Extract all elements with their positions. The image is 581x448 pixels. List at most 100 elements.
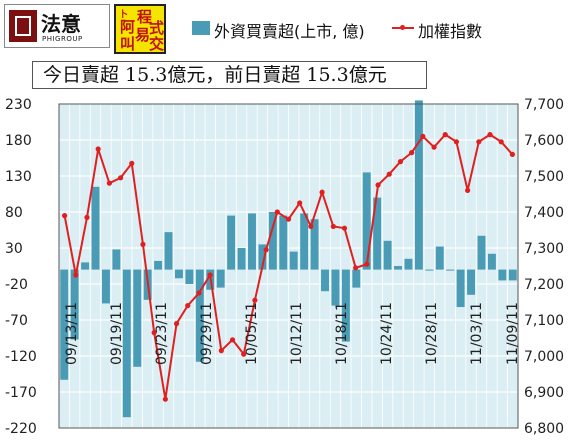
x-tick-label: 11/03/11	[469, 302, 485, 365]
bar-net-buy-sell	[446, 269, 455, 271]
index-point	[353, 265, 359, 271]
plot-area: 230 180 130 80 30 -20 -70 -120 -170 -220 7,700 7,60…	[5, 97, 564, 437]
legend-bar-label: 外資買賣超(上市, 億)	[214, 22, 365, 41]
index-point	[185, 303, 191, 309]
x-tick-label: 09/13/11	[64, 302, 80, 365]
index-point	[397, 159, 404, 165]
bar-net-buy-sell	[237, 248, 246, 270]
bar-net-buy-sell	[310, 219, 319, 270]
bar-net-buy-sell	[175, 269, 183, 279]
bar-net-buy-sell	[195, 269, 204, 362]
index-point	[274, 209, 280, 215]
bar-net-buy-sell	[216, 269, 225, 288]
bar-net-buy-sell	[101, 269, 110, 304]
x-tick-label: 10/24/11	[379, 302, 395, 365]
bar-net-buy-sell	[477, 235, 486, 270]
y-left-tick-label: -220	[5, 421, 37, 437]
y-right-tick-label: 6,800	[524, 421, 564, 437]
bar-net-buy-sell	[268, 212, 277, 270]
index-point	[375, 182, 381, 188]
bar-net-buy-sell	[70, 269, 79, 340]
index-point	[330, 223, 336, 229]
bar-net-buy-sell	[154, 260, 163, 270]
index-point	[229, 337, 236, 343]
bar-net-buy-sell	[122, 269, 131, 418]
bar-net-buy-sell	[112, 249, 121, 270]
program-logo-char: 程	[137, 8, 153, 26]
program-logo-char: 叫	[120, 35, 136, 53]
index-point	[61, 213, 68, 219]
y-left-tick-label: -120	[5, 349, 37, 365]
index-point	[509, 151, 516, 157]
bar-net-buy-sell	[352, 269, 361, 288]
net-buy-sell-banner: 今日賣超 15.3億元，前日賣超 15.3億元	[32, 61, 427, 89]
index-point	[442, 132, 448, 138]
index-point	[207, 272, 213, 278]
y-left-tick-label: 230	[5, 97, 32, 113]
index-point	[95, 146, 101, 152]
index-point	[297, 200, 303, 206]
x-tick-label: 10/12/11	[289, 302, 305, 365]
index-point	[196, 290, 202, 296]
index-point	[218, 348, 224, 354]
bar-net-buy-sell	[300, 213, 309, 270]
brand-logo-sub: PHIGROUP	[42, 35, 83, 43]
bar-net-buy-sell	[81, 262, 90, 270]
index-point	[487, 132, 493, 138]
index-point	[431, 144, 437, 150]
bar-net-buy-sell	[133, 269, 142, 367]
bar-net-buy-sell	[498, 269, 507, 281]
program-logo-char: 阿	[120, 18, 136, 36]
bar-net-buy-sell	[414, 100, 423, 270]
y-right-tick-label: 7,600	[524, 133, 564, 149]
bar-net-buy-sell	[425, 269, 434, 271]
legend-bar-swatch	[192, 21, 210, 35]
y-left-tick-label: 130	[5, 169, 32, 185]
index-point	[465, 187, 471, 193]
bar-net-buy-sell	[373, 197, 382, 270]
bar-net-buy-sell	[487, 253, 496, 270]
bar-net-buy-sell	[456, 269, 465, 308]
bar-net-buy-sell	[227, 215, 236, 270]
bar-net-buy-sell	[279, 215, 288, 270]
bar-net-buy-sell	[258, 244, 267, 270]
y-left-tick-label: -20	[5, 277, 28, 293]
bar-net-buy-sell	[321, 269, 329, 292]
y-right-tick-label: 7,100	[524, 313, 564, 329]
program-trading-logo: 卜 阿 程 式 叫 易 交	[114, 4, 166, 54]
bar-net-buy-sell	[404, 258, 413, 270]
brand-logo-name: 法意	[41, 12, 81, 36]
x-tick-label: 10/28/11	[424, 302, 440, 365]
bar-net-buy-sell	[467, 269, 476, 295]
bar-net-buy-sell	[248, 213, 256, 270]
x-tick-label: 10/18/11	[334, 302, 350, 365]
bar-net-buy-sell	[91, 186, 100, 270]
bar-net-buy-sell	[60, 269, 69, 380]
bar-net-buy-sell	[341, 269, 350, 342]
bar-net-buy-sell	[289, 251, 298, 270]
index-point	[498, 139, 504, 145]
index-point	[341, 225, 348, 231]
index-point	[319, 189, 325, 195]
index-point	[162, 396, 168, 402]
index-point	[140, 241, 146, 247]
y-right-tick-label: 7,700	[524, 97, 564, 113]
index-point	[308, 223, 314, 229]
index-point	[241, 351, 247, 357]
index-point	[476, 139, 482, 145]
y-right-tick-label: 7,200	[524, 277, 564, 293]
y-right-tick-label: 7,000	[524, 349, 564, 365]
x-tick-label: 09/23/11	[154, 302, 170, 365]
brand-logo: 法意 PHIGROUP	[4, 4, 110, 48]
index-point	[106, 180, 112, 186]
y-left-tick-label: -70	[5, 313, 28, 329]
index-point	[73, 272, 79, 278]
index-point	[409, 150, 415, 156]
index-point	[173, 321, 180, 327]
bar-net-buy-sell	[394, 266, 402, 270]
index-point	[151, 330, 157, 336]
bar-net-buy-sell	[164, 232, 173, 270]
index-point	[420, 133, 426, 139]
bar-net-buy-sell	[331, 269, 340, 306]
